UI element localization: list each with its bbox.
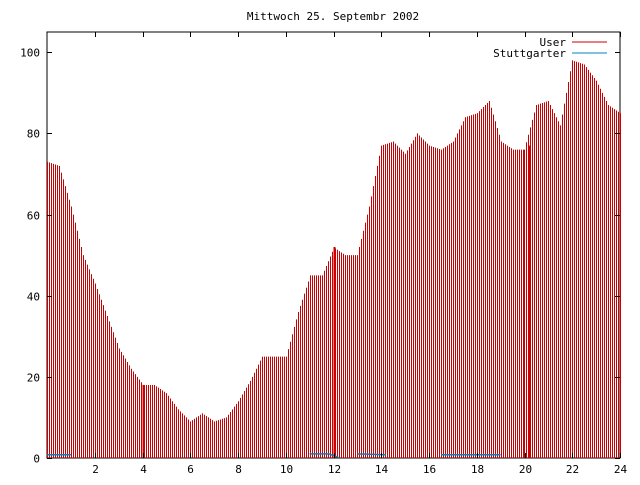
x-tick-label: 10 [280,463,293,476]
x-tick-label: 20 [519,463,532,476]
axis-ticks-group [47,32,621,459]
x-tick-label: 24 [614,463,628,476]
x-tick-label: 4 [140,463,147,476]
y-tick-label: 60 [27,210,40,223]
y-tick-label: 0 [33,453,40,466]
y-tick-label: 40 [27,291,40,304]
x-tick-label: 18 [471,463,484,476]
bars-group [47,60,621,458]
x-tick-label: 6 [187,463,194,476]
legend-label-user: User [540,36,567,49]
stuttgarter-line [309,453,339,458]
y-tick-label: 100 [20,47,40,60]
x-tick-label: 2 [92,463,99,476]
x-tick-label: 14 [375,463,389,476]
y-tick-label: 20 [27,372,40,385]
legend: User Stuttgarter [493,36,607,60]
legend-label-stuttgarter: Stuttgarter [493,47,566,60]
x-tick-label: 22 [566,463,579,476]
chart-title: Mittwoch 25. Septembr 2002 [247,10,419,23]
y-tick-label: 80 [27,128,40,141]
x-tick-label: 12 [328,463,341,476]
x-tick-label: 8 [235,463,242,476]
x-tick-label: 16 [423,463,436,476]
